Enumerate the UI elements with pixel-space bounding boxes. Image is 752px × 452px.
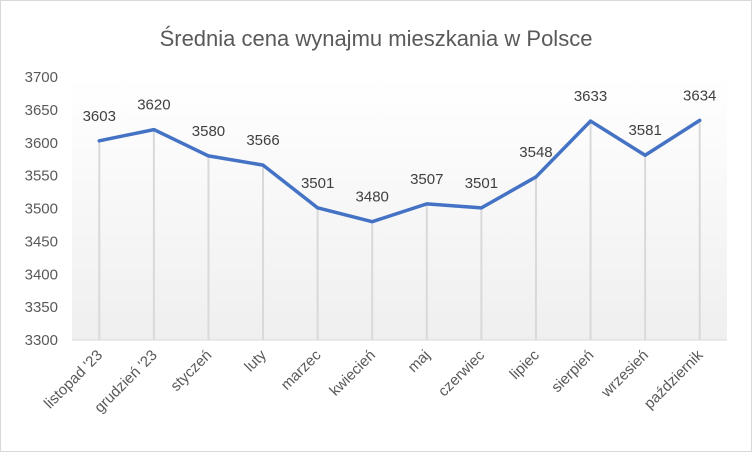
data-label: 3581 [628, 122, 661, 139]
data-point [370, 220, 374, 224]
data-point [589, 119, 593, 123]
data-point [316, 206, 320, 210]
data-label: 3507 [410, 171, 443, 188]
y-tick-label: 3350 [25, 299, 58, 316]
chart-title: Średnia cena wynajmu mieszkania w Polsce [160, 26, 593, 51]
data-point [261, 163, 265, 167]
series-line [97, 118, 702, 224]
data-label: 3501 [301, 175, 334, 192]
y-tick-label: 3600 [25, 135, 58, 152]
data-label: 3633 [574, 88, 607, 105]
data-label: 3580 [192, 123, 225, 140]
data-point [643, 153, 647, 157]
data-point [534, 175, 538, 179]
data-label: 3620 [137, 97, 170, 114]
y-tick-label: 3500 [25, 201, 58, 218]
data-point [425, 202, 429, 206]
data-label: 3548 [519, 144, 552, 161]
data-label: 3634 [683, 87, 716, 104]
y-tick-label: 3650 [25, 102, 58, 119]
data-point [206, 154, 210, 158]
y-tick-label: 3300 [25, 332, 58, 349]
data-point [152, 128, 156, 132]
data-point [97, 139, 101, 143]
data-point [698, 118, 702, 122]
plot-area [72, 77, 727, 340]
data-label: 3501 [465, 175, 498, 192]
data-label: 3603 [83, 108, 116, 125]
y-tick-label: 3400 [25, 266, 58, 283]
data-point [479, 206, 483, 210]
y-tick-label: 3550 [25, 168, 58, 185]
y-tick-label: 3700 [25, 69, 58, 86]
y-tick-label: 3450 [25, 233, 58, 250]
data-label: 3566 [246, 132, 279, 149]
data-label: 3480 [356, 189, 389, 206]
